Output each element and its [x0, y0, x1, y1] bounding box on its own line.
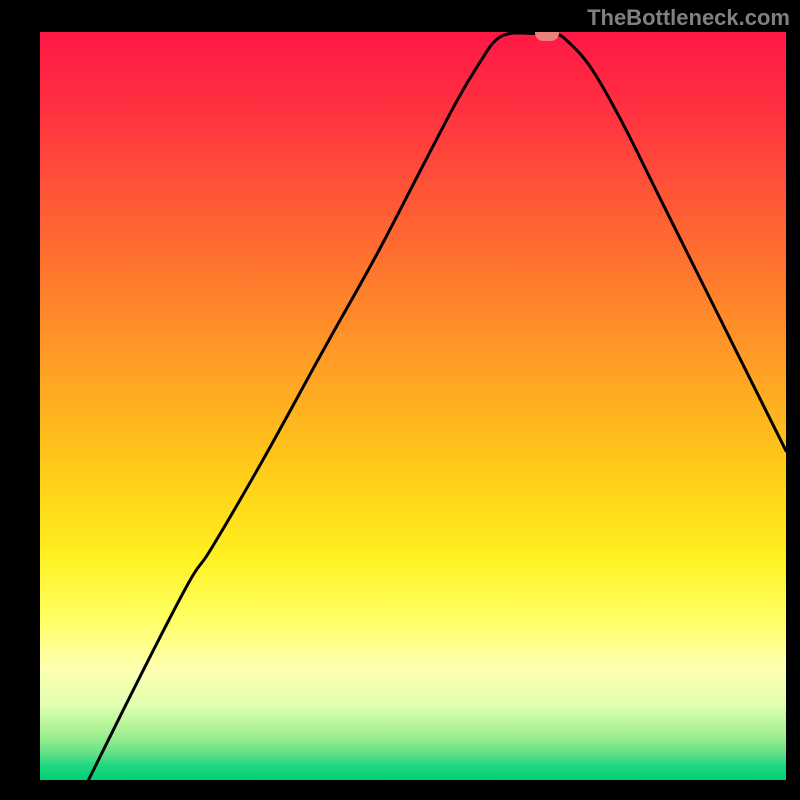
curve-path — [88, 33, 786, 780]
bottleneck-curve — [40, 32, 786, 780]
chart-container: TheBottleneck.com — [0, 0, 800, 800]
optimal-marker — [535, 32, 559, 41]
watermark-text: TheBottleneck.com — [587, 5, 790, 31]
plot-area — [40, 32, 786, 780]
